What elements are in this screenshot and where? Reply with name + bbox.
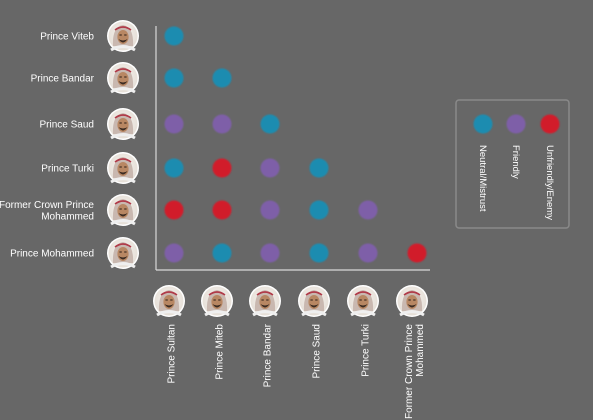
column-label: Prince Turki xyxy=(361,324,372,377)
legend-swatch-unfriendly xyxy=(540,114,560,134)
column-label: Prince Bandar xyxy=(263,323,274,387)
row-portrait xyxy=(107,62,139,94)
row-portrait xyxy=(107,152,139,184)
column-label: Former Crown PrinceMohammed xyxy=(404,324,426,419)
legend-label-unfriendly: Unfriendly/Enemy xyxy=(544,145,555,220)
relationship-dot-neutral xyxy=(309,200,329,220)
column-portrait xyxy=(249,285,281,317)
relationship-dot-neutral xyxy=(164,26,184,46)
column-label: Prince Miteb xyxy=(215,324,226,380)
legend-label-neutral: Neutral/Mistrust xyxy=(477,145,488,212)
row-portrait xyxy=(107,20,139,52)
relationship-dot-friendly xyxy=(358,243,378,263)
legend-label-friendly: Friendly xyxy=(510,145,521,179)
relationship-dot-friendly xyxy=(260,158,280,178)
relationship-dot-unfriendly xyxy=(407,243,427,263)
row-label: Prince Viteb xyxy=(40,32,94,43)
relationship-dot-neutral xyxy=(309,158,329,178)
relationship-dot-friendly xyxy=(212,114,232,134)
relationship-dot-neutral xyxy=(164,68,184,88)
relationship-dot-friendly xyxy=(260,243,280,263)
relationship-dot-unfriendly xyxy=(212,200,232,220)
row-label: Prince Bandar xyxy=(31,74,95,85)
row-label: Prince Mohammed xyxy=(10,249,94,260)
column-portrait xyxy=(347,285,379,317)
legend-box xyxy=(455,99,570,229)
column-portrait xyxy=(298,285,330,317)
row-label: Former Crown Prince Mohammed xyxy=(0,200,94,223)
relationship-dot-unfriendly xyxy=(164,200,184,220)
row-portrait xyxy=(107,237,139,269)
relationship-dot-neutral xyxy=(212,68,232,88)
column-portrait xyxy=(201,285,233,317)
legend-swatch-friendly xyxy=(506,114,526,134)
column-label: Prince Sultan xyxy=(167,324,178,383)
row-portrait xyxy=(107,194,139,226)
legend-swatch-neutral xyxy=(473,114,493,134)
column-label: Prince Saud xyxy=(312,324,323,378)
relationship-dot-neutral xyxy=(260,114,280,134)
relationship-dot-unfriendly xyxy=(212,158,232,178)
relationship-dot-friendly xyxy=(164,114,184,134)
relationship-dot-friendly xyxy=(164,243,184,263)
row-label: Prince Saud xyxy=(40,120,94,131)
row-portrait xyxy=(107,108,139,140)
relationship-dot-neutral xyxy=(309,243,329,263)
relationship-dot-neutral xyxy=(164,158,184,178)
column-portrait xyxy=(396,285,428,317)
row-label: Prince Turki xyxy=(41,164,94,175)
relationship-dot-neutral xyxy=(212,243,232,263)
column-portrait xyxy=(153,285,185,317)
relationship-dot-friendly xyxy=(260,200,280,220)
relationship-dot-friendly xyxy=(358,200,378,220)
